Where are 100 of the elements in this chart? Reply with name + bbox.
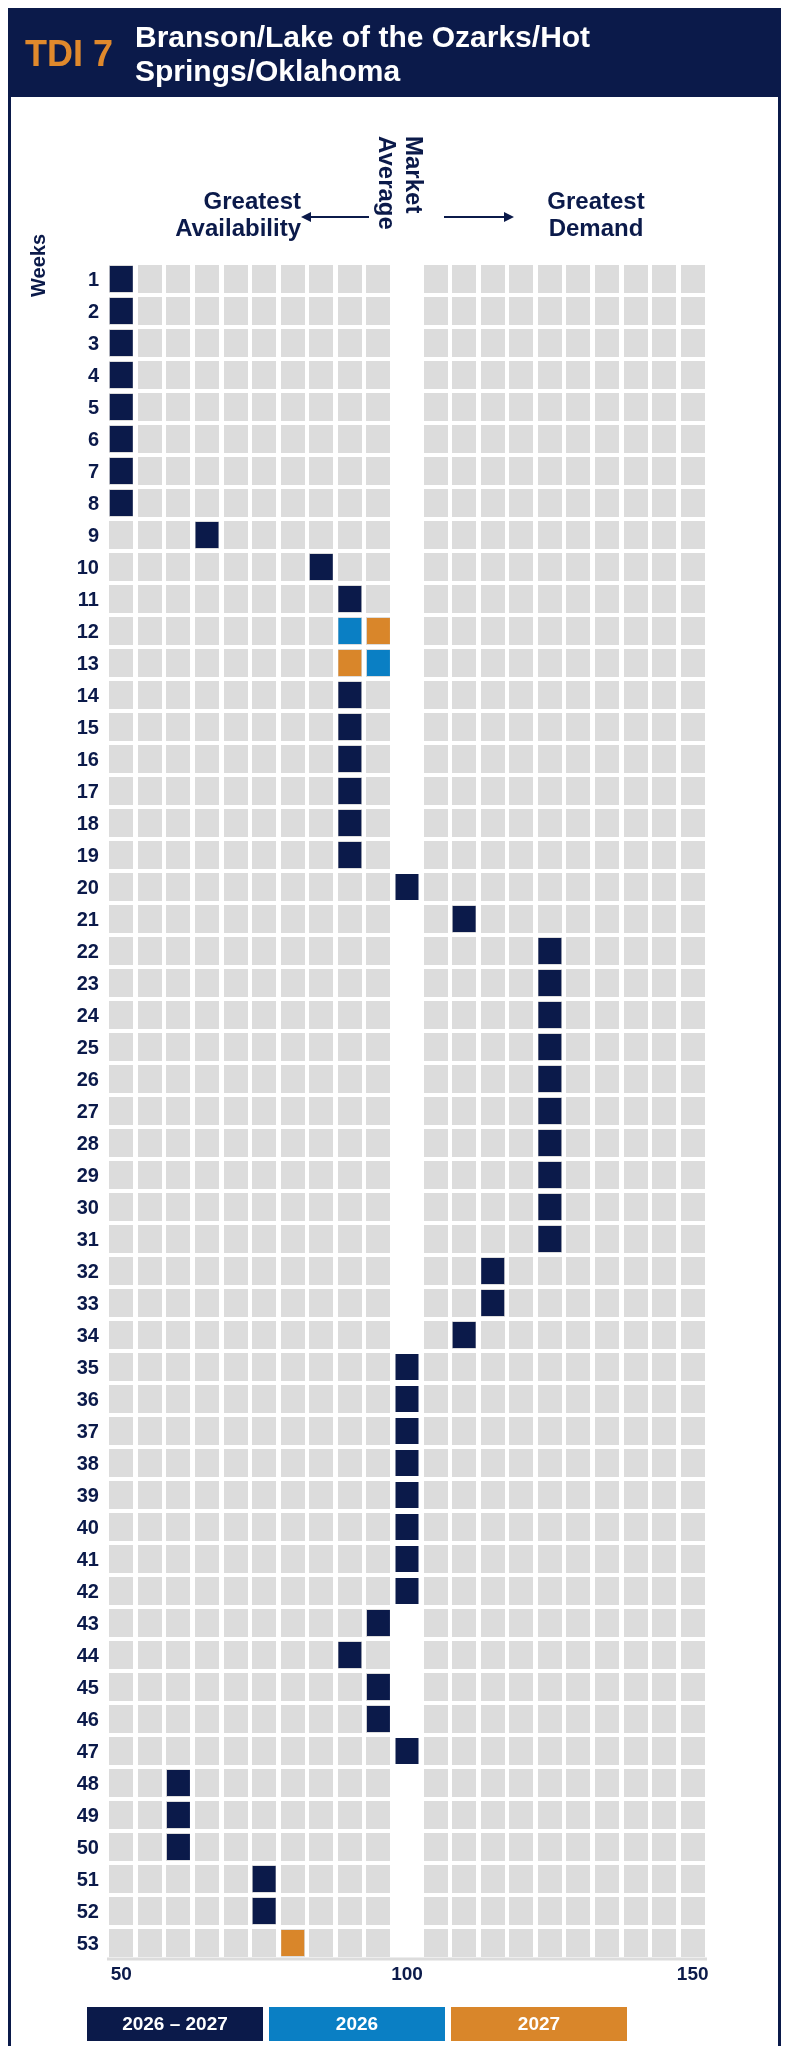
point — [166, 1770, 190, 1796]
y-tick-label: 22 — [76, 940, 99, 963]
point — [538, 1098, 562, 1124]
y-tick-label: 51 — [76, 1868, 99, 1891]
point — [395, 1354, 419, 1380]
y-tick-label: 12 — [76, 620, 99, 643]
point — [538, 1194, 562, 1220]
y-tick-label: 37 — [76, 1420, 99, 1443]
point — [166, 1834, 190, 1860]
point — [109, 266, 133, 292]
y-tick-label: 39 — [76, 1484, 99, 1507]
point — [338, 1642, 362, 1668]
y-tick-label: 28 — [76, 1132, 99, 1155]
text: 2026 – 2027 — [87, 2007, 263, 2041]
point — [338, 650, 362, 676]
x-tick-label: 150 — [676, 1963, 709, 1985]
point — [109, 394, 133, 420]
point — [109, 298, 133, 324]
point — [395, 1482, 419, 1508]
point — [366, 1706, 390, 1732]
y-tick-label: 14 — [76, 684, 100, 707]
point — [338, 842, 362, 868]
point — [366, 1610, 390, 1636]
text: Market Average — [373, 136, 428, 232]
chart-title: TDI 7 — [25, 33, 114, 75]
y-tick-label: 15 — [76, 716, 99, 739]
point — [538, 1034, 562, 1060]
y-tick-label: 25 — [76, 1036, 99, 1059]
y-tick-label: 17 — [76, 780, 99, 803]
point — [538, 1130, 562, 1156]
point — [252, 1898, 276, 1924]
point — [109, 490, 133, 516]
y-tick-label: 32 — [76, 1260, 99, 1283]
point — [109, 330, 133, 356]
x-tick-label: 50 — [110, 1963, 132, 1985]
point — [366, 650, 390, 676]
y-tick-label: 7 — [87, 460, 99, 483]
y-tick-label: 49 — [76, 1804, 99, 1827]
y-tick-label: 6 — [87, 428, 99, 451]
y-tick-label: 52 — [76, 1900, 99, 1923]
y-tick-label: 13 — [76, 652, 99, 675]
y-tick-label: 16 — [76, 748, 99, 771]
y-tick-label: 3 — [87, 332, 99, 355]
y-tick-label: 53 — [76, 1932, 99, 1955]
y-tick-label: 36 — [76, 1388, 99, 1411]
y-tick-label: 44 — [76, 1644, 100, 1667]
point — [166, 1802, 190, 1828]
point — [395, 1514, 419, 1540]
y-tick-label: 38 — [76, 1452, 99, 1475]
y-tick-label: 47 — [76, 1740, 99, 1763]
point — [195, 522, 219, 548]
y-tick-label: 41 — [76, 1548, 99, 1571]
point — [338, 618, 362, 644]
y-tick-label: 5 — [87, 396, 99, 419]
point — [452, 1322, 476, 1348]
y-tick-label: 27 — [76, 1100, 99, 1123]
point — [338, 810, 362, 836]
x-tick-label: 100 — [391, 1963, 423, 1985]
y-tick-label: 46 — [76, 1708, 99, 1731]
y-tick-label: 45 — [76, 1676, 99, 1699]
point — [252, 1866, 276, 1892]
text: 2026 — [269, 2007, 445, 2041]
point — [395, 1450, 419, 1476]
y-axis-title: Weeks — [26, 233, 50, 297]
point — [109, 426, 133, 452]
chart-subtitle: Branson/Lake of the Ozarks/Hot Springs/Oklahoma — [135, 20, 592, 88]
point — [395, 1386, 419, 1412]
point — [452, 906, 476, 932]
y-tick-label: 50 — [76, 1836, 99, 1859]
y-tick-label: 20 — [76, 876, 99, 899]
point — [338, 746, 362, 772]
point — [281, 1930, 305, 1956]
point — [395, 1738, 419, 1764]
point — [395, 1418, 419, 1444]
y-tick-label: 18 — [76, 812, 99, 835]
y-tick-label: 33 — [76, 1292, 99, 1315]
y-tick-label: 1 — [87, 268, 99, 291]
y-tick-label: 48 — [76, 1772, 99, 1795]
y-tick-label: 34 — [76, 1324, 100, 1347]
y-tick-label: 30 — [76, 1196, 99, 1219]
y-tick-label: 19 — [76, 844, 99, 867]
point — [366, 618, 390, 644]
text: Greatest Availability — [174, 187, 301, 241]
y-tick-label: 42 — [76, 1580, 99, 1603]
point — [338, 682, 362, 708]
point — [538, 1002, 562, 1028]
y-tick-label: 24 — [76, 1004, 100, 1027]
point — [538, 1226, 562, 1252]
y-tick-label: 11 — [77, 588, 99, 611]
y-tick-label: 35 — [76, 1356, 99, 1379]
point — [395, 874, 419, 900]
point — [309, 554, 333, 580]
y-tick-label: 26 — [76, 1068, 99, 1091]
point — [338, 778, 362, 804]
point — [538, 970, 562, 996]
y-tick-label: 2 — [87, 300, 99, 323]
point — [481, 1258, 505, 1284]
y-tick-label: 29 — [76, 1164, 99, 1187]
y-tick-label: 21 — [76, 908, 99, 931]
y-tick-label: 9 — [87, 524, 99, 547]
